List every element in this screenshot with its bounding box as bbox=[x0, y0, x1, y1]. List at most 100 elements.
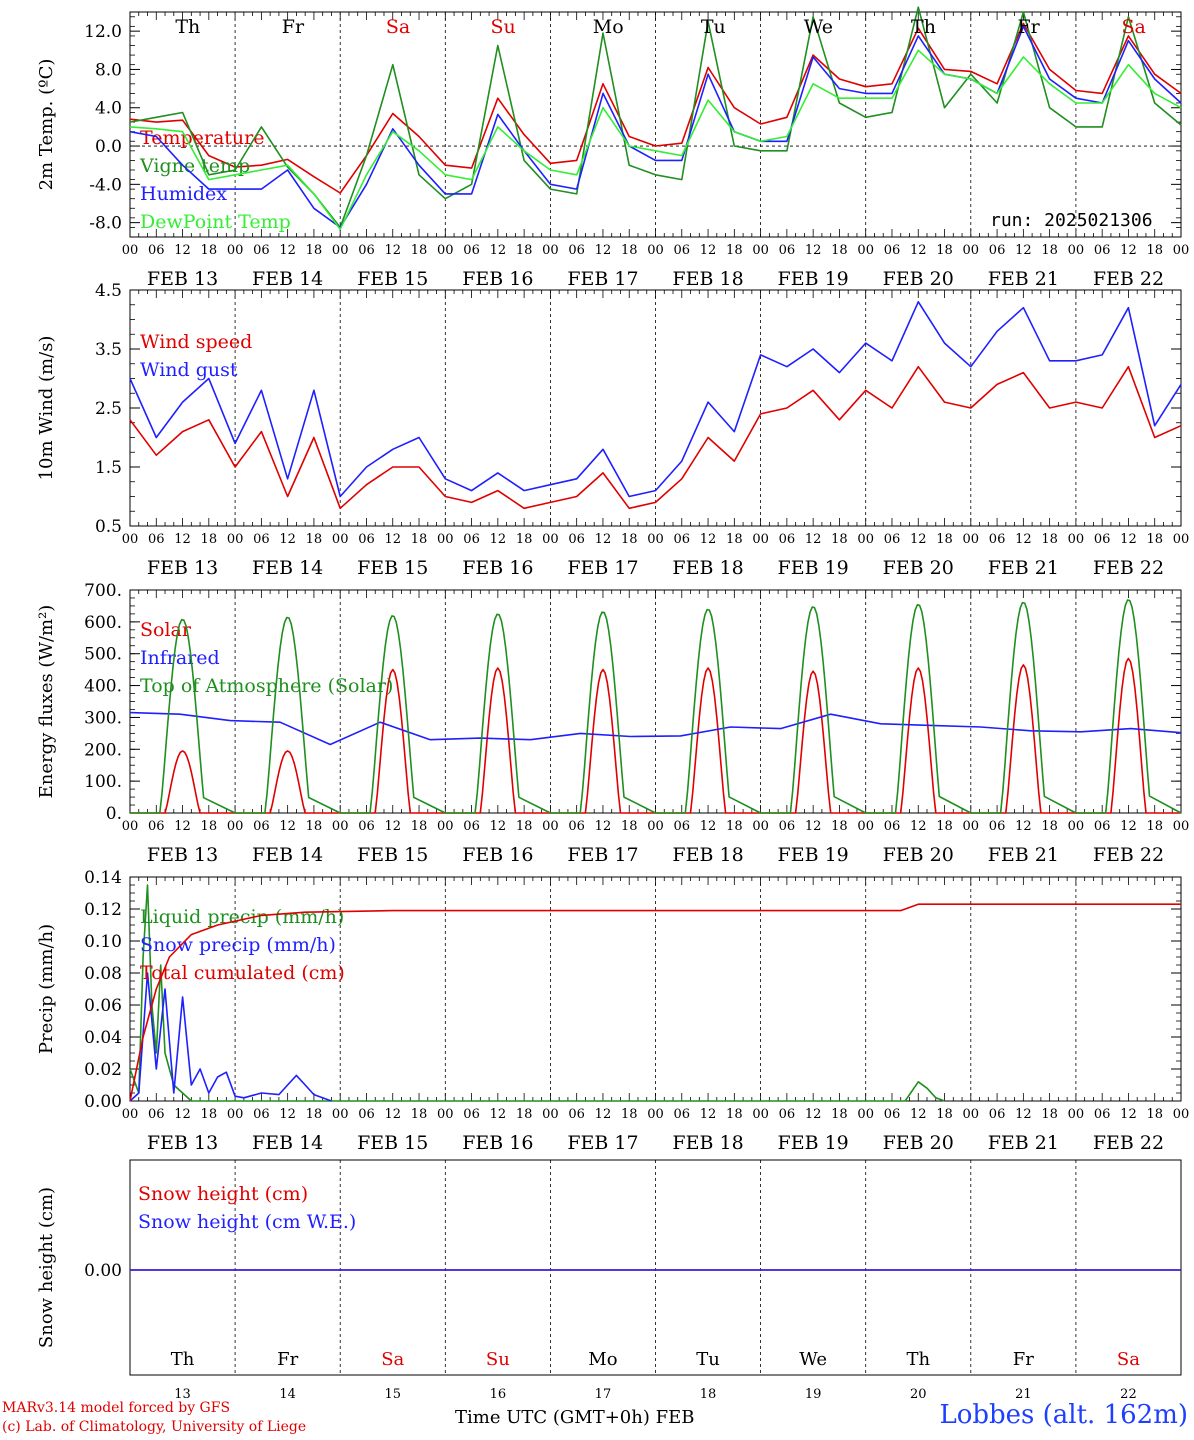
x-tick-label: 12 bbox=[174, 1107, 191, 1122]
x-tick-label: 18 bbox=[621, 819, 638, 834]
x-tick-label: 12 bbox=[595, 532, 612, 547]
y-tick-label: -8.0 bbox=[89, 214, 122, 234]
x-tick-label: 06 bbox=[253, 1107, 270, 1122]
x-tick-label: 18 bbox=[306, 532, 323, 547]
x-tick-label: 12 bbox=[490, 243, 507, 258]
x-tick-label: 18 bbox=[1146, 819, 1163, 834]
date-label: FEB 16 bbox=[462, 1132, 533, 1154]
x-tick-label: 00 bbox=[857, 532, 874, 547]
y-tick-label: 500. bbox=[84, 645, 122, 665]
y-tick-label: 300. bbox=[84, 708, 122, 728]
x-tick-label: 12 bbox=[700, 532, 717, 547]
weekday-label-bottom: Th bbox=[171, 1349, 195, 1370]
weekday-label-top: Sa bbox=[386, 16, 410, 38]
x-tick-label: 06 bbox=[779, 1107, 796, 1122]
y-axis-label: Precip (mm/h) bbox=[36, 924, 57, 1054]
x-tick-label: 18 bbox=[621, 532, 638, 547]
x-tick-label: 12 bbox=[1015, 243, 1032, 258]
x-tick-label: 06 bbox=[358, 532, 375, 547]
x-tick-label: 00 bbox=[227, 532, 244, 547]
x-tick-label: 00 bbox=[542, 819, 559, 834]
x-tick-label: 00 bbox=[1068, 1107, 1085, 1122]
date-label: FEB 15 bbox=[357, 1132, 428, 1154]
weekday-label-bottom: Fr bbox=[1013, 1349, 1034, 1370]
x-tick-label: 18 bbox=[936, 532, 953, 547]
x-tick-label: 00 bbox=[437, 243, 454, 258]
x-tick-label: 00 bbox=[857, 819, 874, 834]
x-tick-label: 06 bbox=[674, 1107, 691, 1122]
x-tick-label: 06 bbox=[148, 1107, 165, 1122]
x-tick-label: 12 bbox=[805, 819, 822, 834]
y-tick-label: 0.5 bbox=[95, 517, 122, 537]
day-number-label: 13 bbox=[174, 1387, 191, 1402]
x-axis-label: Time UTC (GMT+0h) FEB bbox=[455, 1407, 695, 1428]
date-label: FEB 13 bbox=[147, 557, 218, 579]
x-tick-label: 18 bbox=[201, 243, 218, 258]
x-tick-label: 12 bbox=[384, 243, 401, 258]
x-tick-label: 12 bbox=[490, 1107, 507, 1122]
x-tick-label: 00 bbox=[542, 1107, 559, 1122]
weekday-label-top: Th bbox=[175, 16, 200, 38]
x-tick-label: 18 bbox=[936, 819, 953, 834]
y-tick-label: 12.0 bbox=[84, 22, 122, 42]
x-tick-label: 00 bbox=[963, 1107, 980, 1122]
x-tick-label: 00 bbox=[1068, 243, 1085, 258]
day-number-label: 16 bbox=[490, 1387, 507, 1402]
x-tick-label: 18 bbox=[726, 532, 743, 547]
x-tick-label: 18 bbox=[726, 243, 743, 258]
x-tick-label: 00 bbox=[1068, 819, 1085, 834]
x-tick-label: 00 bbox=[1173, 1107, 1190, 1122]
day-number-label: 14 bbox=[279, 1387, 296, 1402]
date-label: FEB 21 bbox=[988, 844, 1059, 866]
date-label: FEB 19 bbox=[778, 1132, 849, 1154]
x-tick-label: 18 bbox=[1041, 1107, 1058, 1122]
x-tick-label: 00 bbox=[963, 819, 980, 834]
x-tick-label: 06 bbox=[779, 532, 796, 547]
weekday-label-top: Fr bbox=[1017, 16, 1040, 38]
x-tick-label: 12 bbox=[384, 819, 401, 834]
x-tick-label: 06 bbox=[1094, 532, 1111, 547]
date-label: FEB 18 bbox=[672, 1132, 743, 1154]
legend-entry: Wind speed bbox=[140, 331, 252, 353]
x-tick-label: 12 bbox=[805, 243, 822, 258]
date-label: FEB 13 bbox=[147, 1132, 218, 1154]
x-tick-label: 06 bbox=[884, 1107, 901, 1122]
weekday-label-bottom: Fr bbox=[277, 1349, 298, 1370]
x-tick-label: 00 bbox=[1068, 532, 1085, 547]
series-line-top-of-atmosphere-solar- bbox=[130, 599, 1182, 814]
panel-snow: 0.00 Snow height (cm) Snow height (cm) Snow… bbox=[36, 1159, 1182, 1376]
x-tick-label: 00 bbox=[437, 1107, 454, 1122]
credit-line-2: (c) Lab. of Climatology, University of L… bbox=[2, 1419, 307, 1435]
legend-entry: Vigne temp bbox=[139, 155, 250, 177]
weekday-label-top: We bbox=[804, 16, 833, 38]
date-label: FEB 21 bbox=[988, 268, 1059, 290]
x-tick-label: 12 bbox=[595, 1107, 612, 1122]
date-label: FEB 19 bbox=[778, 268, 849, 290]
date-label: FEB 16 bbox=[462, 844, 533, 866]
y-tick-label: 2.5 bbox=[95, 399, 122, 419]
x-tick-label: 18 bbox=[411, 532, 428, 547]
x-tick-label: 06 bbox=[989, 532, 1006, 547]
x-tick-label: 00 bbox=[857, 1107, 874, 1122]
x-tick-label: 00 bbox=[752, 532, 769, 547]
x-tick-label: 00 bbox=[963, 243, 980, 258]
y-tick-label: -4.0 bbox=[89, 175, 122, 195]
y-tick-label: 0.10 bbox=[84, 932, 122, 952]
series-line-snow-precip-mm-h- bbox=[129, 972, 332, 1102]
x-tick-label: 06 bbox=[253, 819, 270, 834]
x-tick-label: 18 bbox=[936, 1107, 953, 1122]
x-tick-label: 18 bbox=[831, 243, 848, 258]
weekday-label-bottom: Mo bbox=[588, 1349, 617, 1370]
y-tick-label: 0.06 bbox=[84, 996, 122, 1016]
day-number-label: 20 bbox=[910, 1387, 927, 1402]
series-line-wind-speed bbox=[129, 365, 1182, 510]
x-tick-label: 18 bbox=[726, 1107, 743, 1122]
y-tick-label: 1.5 bbox=[95, 458, 122, 478]
x-tick-label: 18 bbox=[306, 1107, 323, 1122]
date-label: FEB 19 bbox=[778, 557, 849, 579]
legend-entry: Snow height (cm) bbox=[138, 1183, 308, 1205]
x-tick-label: 18 bbox=[1041, 819, 1058, 834]
y-axis-label: 10m Wind (m/s) bbox=[36, 336, 57, 481]
x-tick-label: 18 bbox=[1146, 1107, 1163, 1122]
x-tick-label: 06 bbox=[989, 819, 1006, 834]
